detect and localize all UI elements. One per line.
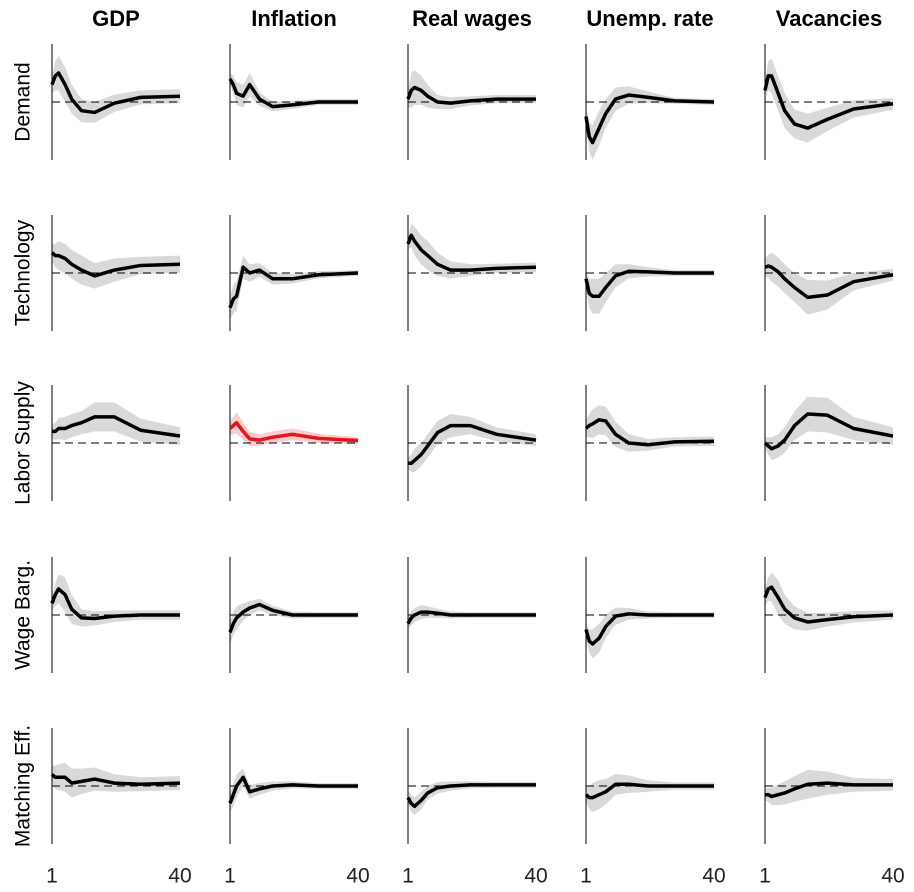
column-title: GDP [92, 6, 140, 31]
confidence-band [765, 252, 893, 315]
confidence-band [408, 70, 536, 109]
response-line [50, 587, 180, 621]
x-tick-label: 40 [346, 865, 369, 888]
x-tick-label: 40 [702, 865, 725, 888]
x-tick-label: 1 [402, 865, 414, 888]
response-line [228, 420, 359, 443]
response-line [763, 585, 894, 624]
row-label: Technology [12, 219, 35, 326]
x-tick-label: 1 [224, 865, 236, 888]
response-line [50, 251, 181, 278]
row-label: Labor Supply [12, 381, 35, 505]
response-line [406, 783, 536, 809]
confidence-band [52, 55, 180, 123]
response-line [406, 233, 537, 272]
response-line [228, 602, 358, 634]
confidence-band [586, 607, 714, 659]
response-line [408, 423, 537, 466]
response-line [228, 775, 358, 805]
row-label: Wage Barg. [12, 560, 35, 670]
response-line [50, 71, 181, 115]
x-tick-label: 1 [759, 865, 771, 888]
confidence-band [230, 255, 358, 320]
x-tick-label: 40 [524, 865, 547, 888]
response-line [228, 77, 358, 109]
confidence-band [586, 86, 714, 160]
response-line [763, 74, 894, 130]
confidence-band [765, 572, 893, 631]
confidence-band [765, 396, 893, 461]
row-label: Demand [12, 62, 35, 141]
column-title: Inflation [251, 6, 337, 31]
response-line [228, 265, 359, 309]
response-line [763, 412, 894, 451]
response-line [52, 415, 181, 438]
confidence-band [765, 769, 893, 806]
response-line [50, 773, 181, 787]
response-line [764, 264, 894, 300]
response-line [584, 782, 714, 800]
confidence-band [52, 402, 180, 445]
response-line [584, 269, 714, 298]
confidence-band [408, 414, 536, 472]
response-line [406, 610, 536, 625]
x-tick-label: 1 [580, 865, 592, 888]
confidence-band [408, 781, 536, 815]
confidence-band [52, 762, 180, 798]
confidence-band [408, 605, 536, 630]
column-title: Unemp. rate [586, 6, 713, 31]
confidence-band [765, 58, 893, 143]
response-line [406, 85, 536, 105]
column-title: Vacancies [776, 6, 882, 31]
confidence-band [230, 598, 358, 644]
response-line [765, 781, 893, 799]
row-label: Matching Eff. [12, 725, 35, 847]
confidence-band [52, 574, 180, 627]
response-line [584, 418, 715, 447]
confidence-band [52, 241, 180, 289]
response-line [584, 612, 714, 646]
response-line [584, 93, 715, 145]
x-tick-label: 40 [881, 865, 904, 888]
column-title: Real wages [412, 6, 532, 31]
x-tick-label: 1 [46, 865, 58, 888]
x-tick-label: 40 [168, 865, 191, 888]
